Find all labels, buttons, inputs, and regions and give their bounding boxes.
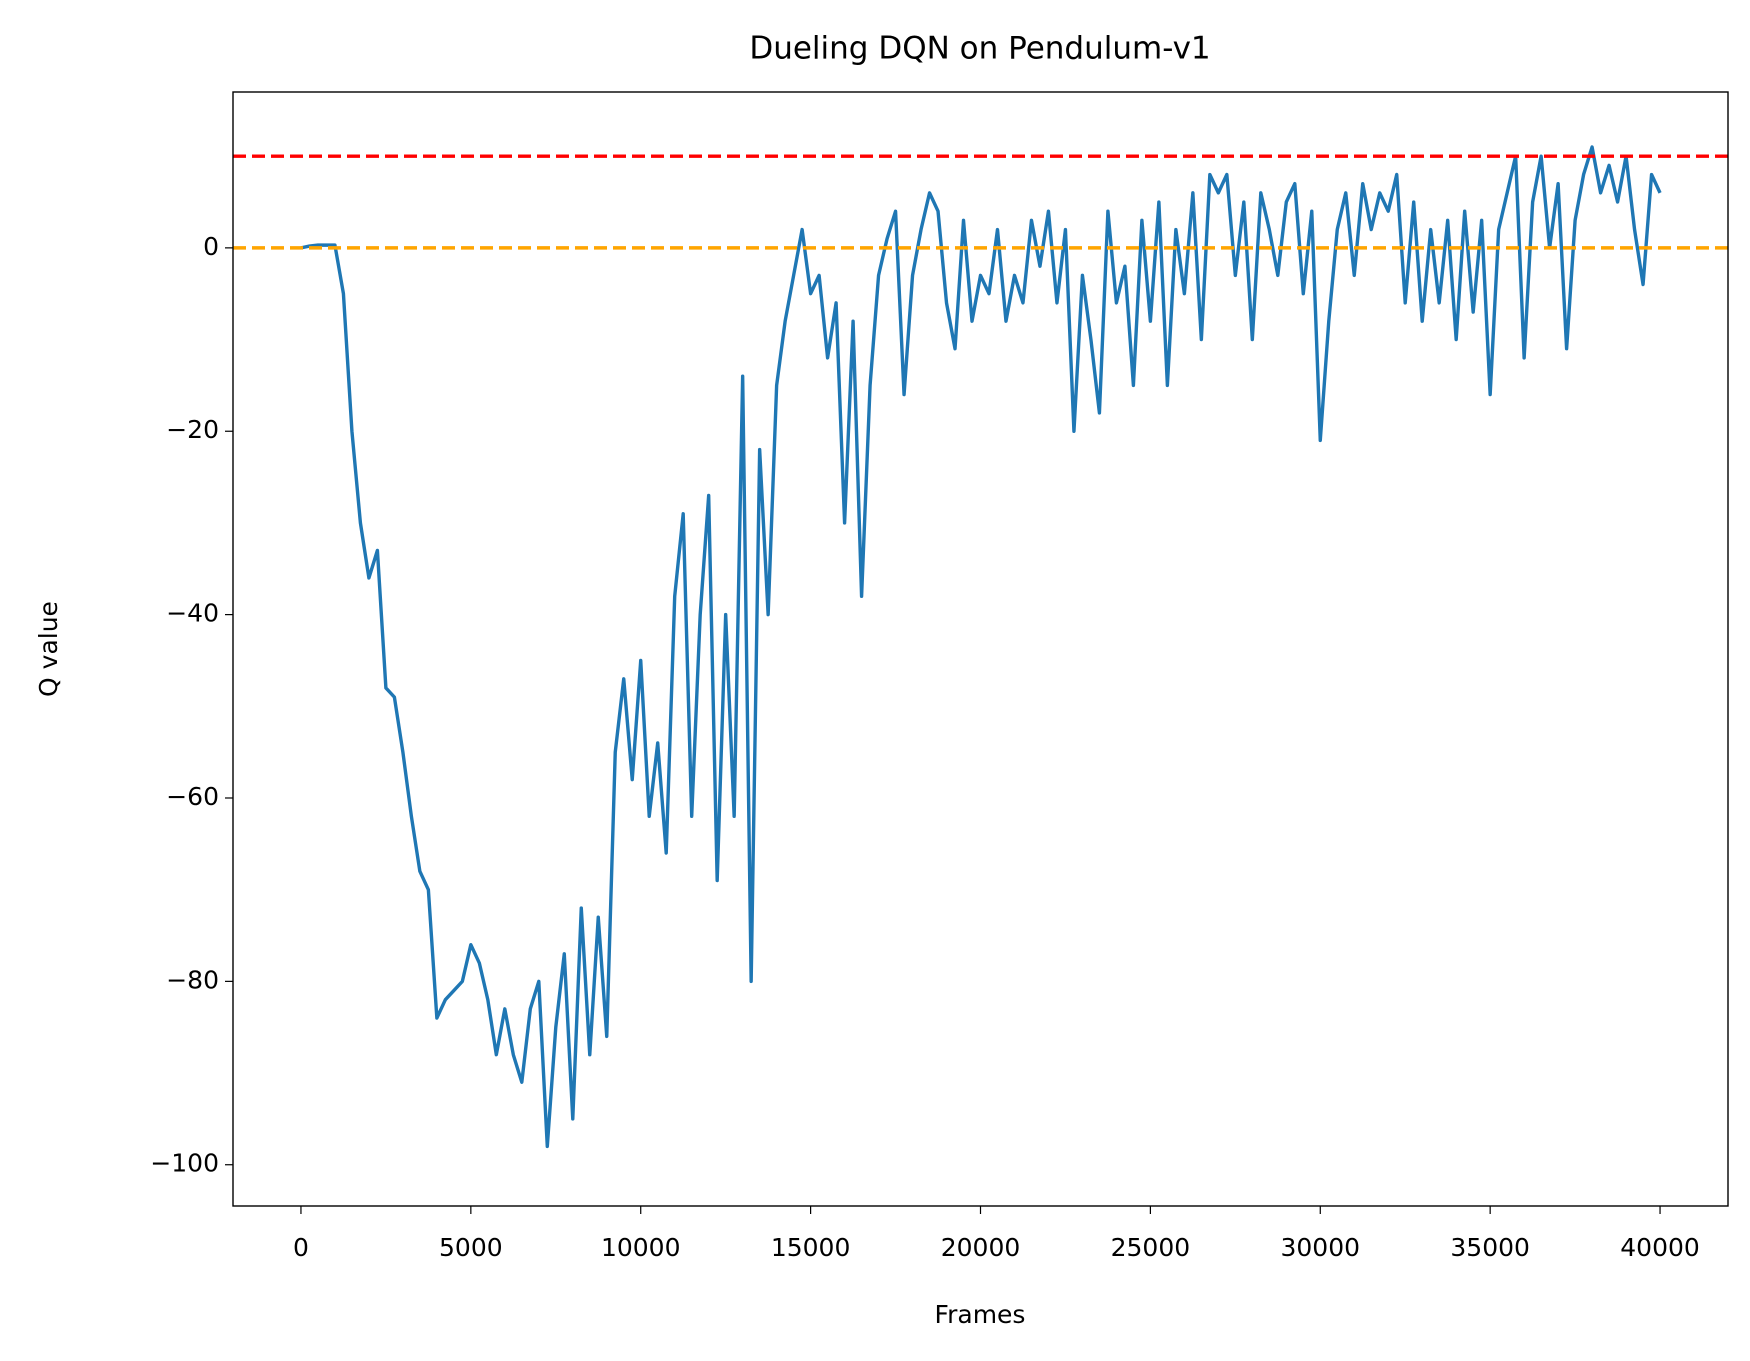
- x-tick-label: 0: [293, 1233, 309, 1262]
- y-tick-label: −40: [166, 599, 219, 628]
- chart-title: Dueling DQN on Pendulum-v1: [749, 31, 1210, 67]
- y-tick-label: −100: [150, 1149, 219, 1178]
- x-tick-label: 15000: [771, 1233, 851, 1262]
- x-tick-label: 30000: [1281, 1233, 1361, 1262]
- y-axis-label: Q value: [34, 601, 63, 697]
- x-tick-label: 5000: [439, 1233, 503, 1262]
- plot-frame: [232, 91, 1729, 1207]
- y-tick-label: −20: [166, 415, 219, 444]
- x-tick-label: 10000: [601, 1233, 681, 1262]
- x-axis-label: Frames: [935, 1300, 1026, 1329]
- y-tick-label: −60: [166, 782, 219, 811]
- y-tick-label: 0: [203, 232, 219, 261]
- x-tick-label: 25000: [1111, 1233, 1191, 1262]
- y-tick-label: −80: [166, 965, 219, 994]
- x-tick-label: 35000: [1450, 1233, 1530, 1262]
- x-tick-label: 40000: [1620, 1233, 1700, 1262]
- line: [300, 145, 1662, 1149]
- x-tick-label: 20000: [941, 1233, 1021, 1262]
